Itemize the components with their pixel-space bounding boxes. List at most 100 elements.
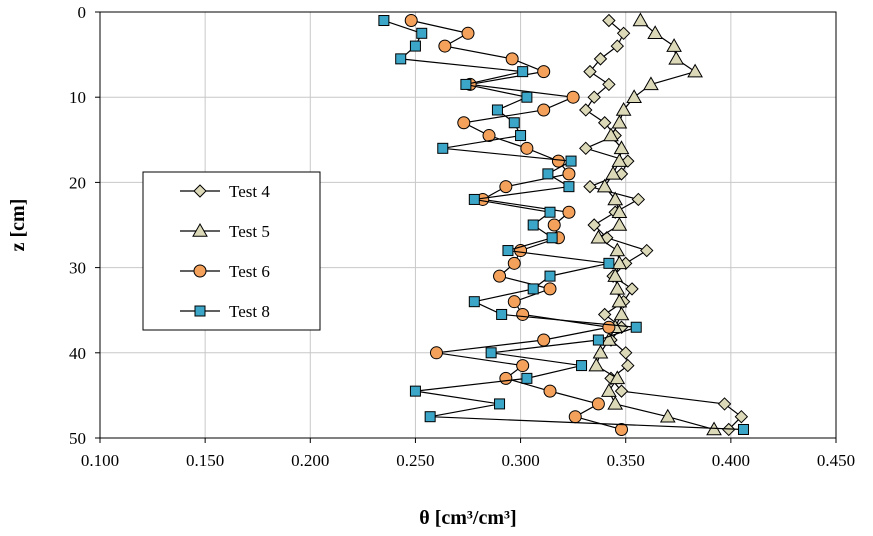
data-point — [609, 370, 626, 385]
data-point — [611, 114, 628, 129]
data-point — [717, 397, 732, 411]
y-tick-label: 10 — [69, 88, 86, 107]
data-point — [542, 168, 554, 180]
data-point — [520, 141, 534, 155]
data-point — [610, 39, 625, 53]
data-point — [668, 50, 685, 65]
data-point — [579, 141, 593, 156]
data-point — [596, 178, 613, 193]
data-point — [438, 39, 452, 53]
data-point — [659, 408, 676, 423]
data-point — [517, 66, 529, 78]
data-point — [587, 218, 601, 232]
data-point — [615, 422, 629, 436]
data-point — [516, 359, 530, 373]
x-tick-label: 0.350 — [607, 451, 645, 470]
data-point — [409, 40, 421, 52]
data-point — [630, 321, 642, 333]
data-point — [461, 26, 475, 40]
data-point — [576, 360, 588, 372]
data-point — [737, 423, 749, 435]
data-point — [592, 334, 604, 346]
data-point — [395, 53, 407, 65]
y-tick-label: 20 — [69, 173, 86, 192]
legend-label: Test 5 — [229, 222, 270, 241]
data-point — [666, 38, 682, 52]
data-point — [468, 296, 480, 308]
data-point — [607, 268, 624, 282]
y-tick-label: 40 — [69, 344, 86, 363]
data-point — [611, 216, 628, 231]
legend-marker — [193, 184, 207, 198]
legend-marker — [193, 264, 207, 278]
tick-labels: 0.100 0.150 0.200 0.250 0.300 0.350 0.400 0.450… — [69, 3, 855, 470]
series-test-8 — [378, 15, 749, 435]
data-point — [603, 127, 619, 142]
x-tick-label: 0.100 — [81, 451, 119, 470]
legend-label: Test 6 — [229, 262, 270, 281]
legend: Test 4 Test 5 Test 6 Test 8 — [142, 171, 321, 331]
data-point — [602, 77, 616, 92]
data-point — [597, 307, 612, 322]
data-point — [543, 282, 557, 296]
data-point — [643, 76, 659, 91]
data-point — [613, 140, 630, 155]
data-point — [508, 117, 520, 129]
data-point — [609, 280, 626, 295]
data-point — [601, 383, 617, 397]
data-point — [502, 245, 514, 257]
x-tick-label: 0.450 — [817, 451, 855, 470]
data-point — [551, 154, 565, 168]
legend-label: Test 4 — [229, 182, 270, 201]
data-point — [404, 14, 418, 28]
data-point — [546, 232, 558, 244]
data-point — [562, 205, 576, 219]
legend-label: Test 8 — [229, 302, 270, 321]
data-point — [493, 269, 507, 283]
data-point — [613, 306, 630, 321]
legend-item: Test 4 — [180, 182, 270, 201]
series-group — [378, 12, 749, 437]
y-tick-label: 50 — [69, 429, 86, 448]
data-point — [614, 384, 629, 398]
data-point — [507, 295, 521, 309]
data-point — [611, 293, 628, 308]
legend-item: Test 8 — [180, 302, 270, 321]
plot-frame — [99, 11, 837, 439]
series-test-6 — [404, 14, 629, 436]
data-point — [544, 270, 556, 282]
data-point — [734, 409, 749, 424]
data-point — [591, 397, 605, 411]
x-axis-label: θ [cm³/cm³] — [419, 507, 516, 529]
data-point — [527, 283, 539, 295]
data-point — [537, 103, 551, 117]
data-point — [521, 372, 533, 384]
data-point — [543, 384, 557, 398]
data-point — [494, 398, 506, 410]
data-point — [625, 282, 639, 296]
x-tick-label: 0.200 — [291, 451, 329, 470]
data-point — [602, 13, 616, 28]
data-point — [605, 165, 621, 180]
legend-box — [142, 171, 321, 331]
data-point — [416, 27, 428, 39]
y-tick-label: 0 — [78, 3, 87, 22]
data-point — [409, 385, 421, 397]
y-tick-label: 30 — [69, 259, 86, 278]
data-point — [632, 12, 649, 27]
data-point — [619, 346, 633, 360]
data-point — [499, 180, 513, 194]
data-point — [429, 346, 443, 360]
data-point — [507, 256, 521, 270]
data-point — [621, 358, 635, 373]
data-point — [593, 52, 608, 66]
legend-item: Test 6 — [180, 262, 270, 281]
data-point — [563, 181, 575, 193]
data-point — [568, 410, 582, 424]
y-axis-label: z [cm] — [7, 199, 29, 252]
data-point — [588, 357, 605, 372]
data-point — [468, 193, 480, 205]
data-point — [491, 104, 503, 116]
data-point — [601, 332, 617, 346]
data-point — [609, 242, 626, 257]
